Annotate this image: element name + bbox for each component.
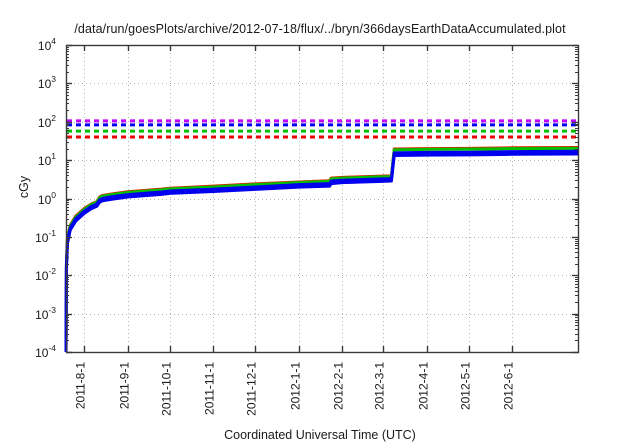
data-series-layer bbox=[64, 146, 579, 353]
y-tick-label: 10-3 bbox=[35, 305, 56, 322]
y-tick-label: 102 bbox=[38, 113, 56, 130]
x-tick-label: 2011-8-1 bbox=[74, 362, 88, 409]
y-tick-label: 101 bbox=[38, 151, 56, 168]
y-tick-label: 104 bbox=[38, 36, 56, 53]
grid-layer bbox=[66, 45, 578, 352]
x-tick-label: 2012-6-1 bbox=[502, 362, 516, 410]
green-accumulated-dose bbox=[64, 146, 579, 353]
x-tick-label: 2012-4-1 bbox=[417, 362, 431, 410]
x-axis-ticks: 2011-8-1 2011-9-1 2011-10-1 2011-11-1 2011-1… bbox=[74, 45, 516, 416]
page-title: /data/run/goesPlots/archive/2012-07-18/f… bbox=[74, 22, 566, 36]
x-tick-label: 2011-11-1 bbox=[203, 362, 217, 415]
red-accumulated-dose bbox=[64, 146, 579, 353]
x-axis-label: Coordinated Universal Time (UTC) bbox=[224, 428, 416, 442]
y-tick-label: 10-1 bbox=[35, 228, 56, 245]
x-tick-label: 2012-2-1 bbox=[332, 362, 346, 410]
x-tick-label: 2012-5-1 bbox=[459, 362, 473, 410]
threshold-lines-layer bbox=[67, 119, 577, 139]
y-tick-label: 10-4 bbox=[35, 343, 56, 360]
x-tick-label: 2011-12-1 bbox=[245, 362, 259, 416]
blue-accumulated-dose-lower bbox=[64, 152, 579, 353]
y-tick-label: 100 bbox=[38, 190, 56, 207]
y-tick-label: 103 bbox=[38, 74, 56, 91]
y-tick-label: 10-2 bbox=[35, 266, 56, 283]
x-tick-label: 2012-1-1 bbox=[289, 362, 303, 410]
x-tick-label: 2012-3-1 bbox=[373, 362, 387, 410]
x-tick-label: 2011-9-1 bbox=[118, 362, 132, 409]
x-tick-label: 2011-10-1 bbox=[160, 362, 174, 416]
blue-accumulated-dose-upper bbox=[64, 149, 579, 353]
